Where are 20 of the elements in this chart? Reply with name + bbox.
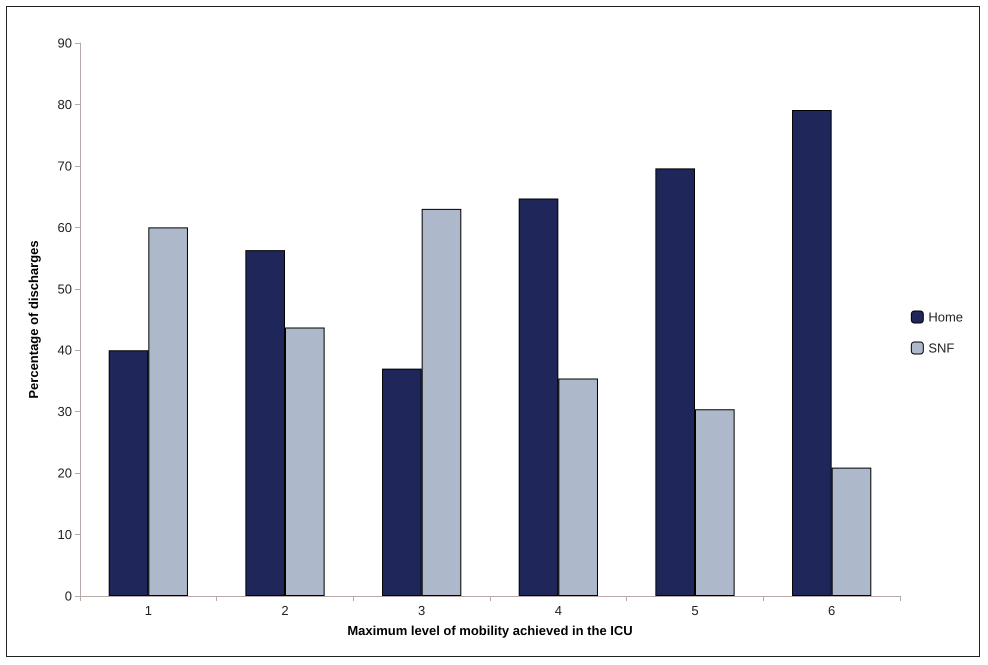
y-tick-label: 20 [58, 466, 72, 481]
y-tick-label: 90 [58, 36, 72, 50]
y-tick-label: 10 [58, 527, 72, 542]
x-tick-label: 6 [828, 603, 836, 618]
y-axis-title: Percentage of discharges [26, 240, 41, 399]
legend-label: Home [928, 310, 964, 324]
y-tick-label: 40 [58, 342, 72, 358]
x-axis-title: Maximum level of mobility achieved in the ICU [347, 623, 633, 638]
y-tick-label: 70 [58, 158, 72, 174]
y-tick-label: 30 [58, 404, 72, 420]
legend-label: SNF [928, 340, 954, 356]
y-tick-label: 0 [64, 588, 72, 604]
y-tick-label: 80 [58, 96, 72, 112]
x-tick-label: 5 [691, 603, 699, 618]
x-tick-label: 4 [554, 603, 562, 618]
x-tick-label: 2 [281, 603, 289, 618]
y-tick-label: 50 [58, 281, 72, 296]
x-tick-label: 3 [418, 603, 426, 618]
y-tick-label: 60 [58, 220, 72, 235]
x-tick-label: 1 [144, 603, 152, 618]
